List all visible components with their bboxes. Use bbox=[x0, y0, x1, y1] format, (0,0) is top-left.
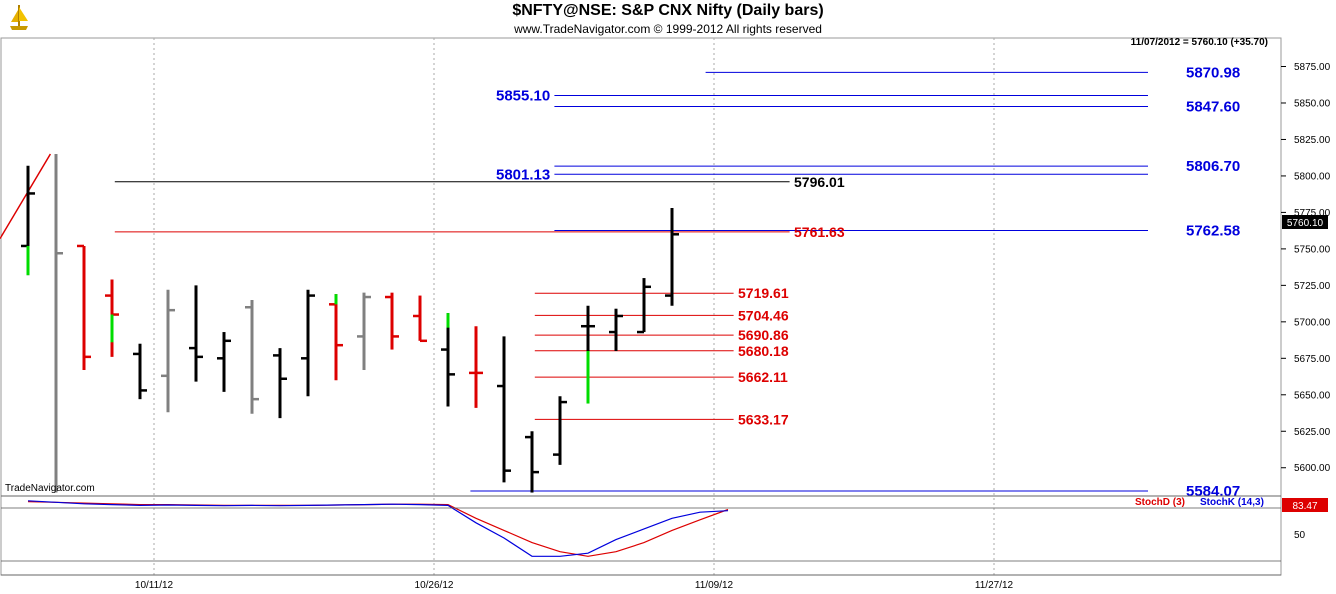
plot-area bbox=[0, 37, 1282, 576]
trend-line bbox=[0, 153, 52, 240]
level-label: 5870.98 bbox=[1186, 64, 1240, 81]
y-tick-label: 5700.00 bbox=[1294, 317, 1331, 328]
stochastic-panel bbox=[27, 500, 729, 557]
stoch-axis-label: 50 bbox=[1294, 530, 1306, 541]
level-label: 5796.01 bbox=[794, 174, 845, 190]
y-tick-label: 5675.00 bbox=[1294, 354, 1331, 365]
y-tick-label: 5850.00 bbox=[1294, 98, 1331, 109]
level-label: 5680.18 bbox=[738, 343, 789, 359]
last-price-box bbox=[1282, 215, 1328, 229]
y-tick-label: 5800.00 bbox=[1294, 171, 1331, 182]
stoch-d-label: StochD (3) bbox=[1135, 497, 1185, 508]
price-axis: 5875.00 5850.00 5825.00 5800.00 5775.00 5750.… bbox=[1281, 62, 1331, 474]
watermark: TradeNavigator.com bbox=[5, 483, 95, 494]
y-tick-label: 5625.00 bbox=[1294, 427, 1331, 438]
y-tick-label: 5650.00 bbox=[1294, 390, 1331, 401]
level-label: 5801.13 bbox=[496, 166, 550, 183]
x-tick-label: 10/26/12 bbox=[415, 580, 454, 591]
level-label: 5690.86 bbox=[738, 327, 789, 343]
stoch-d-value-box bbox=[1282, 498, 1328, 512]
level-label: 5855.10 bbox=[496, 88, 550, 105]
level-label: 5761.63 bbox=[794, 224, 845, 240]
level-label: 5704.46 bbox=[738, 307, 789, 323]
x-tick-label: 11/09/12 bbox=[695, 580, 734, 591]
x-tick-label: 11/27/12 bbox=[975, 580, 1014, 591]
date-axis: 10/11/12 10/26/12 11/09/12 11/27/12 bbox=[135, 580, 1014, 591]
chart-subtitle: www.TradeNavigator.com © 1999-2012 All r… bbox=[514, 22, 822, 36]
y-tick-label: 5775.00 bbox=[1294, 208, 1331, 219]
y-tick-label: 5825.00 bbox=[1294, 135, 1331, 146]
y-tick-label: 5750.00 bbox=[1294, 244, 1331, 255]
chart-title: $NFTY@NSE: S&P CNX Nifty (Daily bars) bbox=[512, 2, 824, 19]
price-bars bbox=[21, 154, 679, 493]
level-lines: 5870.98 5855.10 5847.60 5806.70 5801.13 5796.… bbox=[0, 64, 1240, 500]
stoch-k-label: StochK (14,3) bbox=[1200, 497, 1264, 508]
y-tick-label: 5600.00 bbox=[1294, 463, 1331, 474]
last-price-label: 5760.10 bbox=[1287, 218, 1324, 229]
y-tick-label: 5725.00 bbox=[1294, 281, 1331, 292]
level-label: 5719.61 bbox=[738, 285, 789, 301]
level-label: 5762.58 bbox=[1186, 223, 1240, 240]
stoch-k-line bbox=[27, 500, 729, 557]
stoch-d-value-label: 83.47 bbox=[1292, 501, 1317, 512]
x-tick-label: 10/11/12 bbox=[135, 580, 174, 591]
level-label: 5806.70 bbox=[1186, 158, 1240, 175]
level-label: 5662.11 bbox=[738, 369, 788, 385]
chart-header: $NFTY@NSE: S&P CNX Nifty (Daily bars) ww… bbox=[0, 0, 1336, 37]
level-label: 5847.60 bbox=[1186, 98, 1240, 115]
trade-navigator-logo-icon[interactable] bbox=[4, 2, 34, 32]
level-label: 5633.17 bbox=[738, 411, 789, 427]
y-tick-label: 5875.00 bbox=[1294, 62, 1331, 73]
last-quote: 11/07/2012 = 5760.10 (+35.70) bbox=[1131, 37, 1268, 48]
